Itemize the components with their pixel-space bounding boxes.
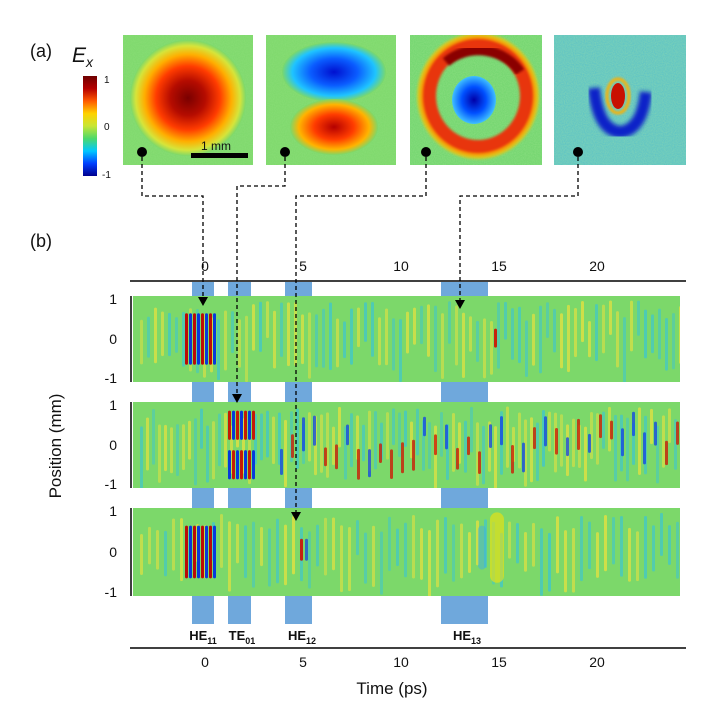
mode-map-marker: [573, 147, 583, 157]
strip-position-axes: 1 0 -1 1 0 -1 1 0 -1: [105, 291, 132, 600]
bottom-axis-tick-label: 10: [393, 654, 409, 670]
mode-connectors: [141, 157, 579, 512]
strip-te01-excitation: [133, 402, 680, 488]
strip-tick-label: 0: [109, 331, 117, 347]
strip-he11-excitation: [133, 296, 680, 382]
bottom-axis-tick-label: 0: [201, 654, 209, 670]
mode-label: HE13: [453, 628, 481, 646]
top-axis-ticks: 0 5 10 15 20: [201, 258, 605, 274]
mode-map-marker: [137, 147, 147, 157]
mode-map-te01: [266, 35, 396, 165]
strip-tick-label: 1: [109, 291, 117, 307]
colorbar-mid-label: 0: [104, 122, 110, 133]
mode-label: HE12: [288, 628, 316, 646]
top-axis-tick-label: 20: [589, 258, 605, 274]
top-axis-tick-label: 15: [491, 258, 507, 274]
mode-map-he13: [554, 35, 686, 165]
strip-tick-label: 0: [109, 544, 117, 560]
strip-tick-label: -1: [105, 476, 118, 492]
panel-b-label: (b): [30, 231, 52, 251]
top-axis-tick-label: 5: [299, 258, 307, 274]
strip-tick-label: 1: [109, 397, 117, 413]
mode-label: TE01: [229, 628, 256, 646]
bottom-axis-tick-label: 5: [299, 654, 307, 670]
field-symbol: Ex: [72, 44, 94, 70]
colorbar: [83, 76, 97, 176]
connector-arrowheads: [198, 297, 465, 521]
bottom-axis-tick-label: 15: [491, 654, 507, 670]
mode-map-marker: [280, 147, 290, 157]
strip-tick-label: 0: [109, 437, 117, 453]
strip-tick-label: 1: [109, 503, 117, 519]
colorbar-max-label: 1: [104, 75, 110, 86]
panel-a-label: (a): [30, 41, 52, 61]
scale-bar-label: 1 mm: [201, 139, 231, 153]
mode-map-he11: [123, 35, 253, 165]
mode-map-marker: [421, 147, 431, 157]
strip-tick-label: -1: [105, 370, 118, 386]
y-axis-label: Position (mm): [46, 394, 65, 499]
mode-label: HE11: [189, 628, 217, 646]
x-axis-label: Time (ps): [356, 679, 427, 698]
strip-tick-label: -1: [105, 584, 118, 600]
bottom-axis-ticks: 0 5 10 15 20: [201, 654, 605, 670]
top-axis-tick-label: 0: [201, 258, 209, 274]
mode-map-he12: [410, 35, 542, 165]
colorbar-min-label: -1: [102, 170, 111, 181]
top-axis-tick-label: 10: [393, 258, 409, 274]
mode-labels: HE11 TE01 HE12 HE13: [189, 628, 481, 646]
scale-bar: [191, 153, 248, 158]
bottom-axis-tick-label: 20: [589, 654, 605, 670]
strip-he12-excitation: [133, 508, 680, 596]
